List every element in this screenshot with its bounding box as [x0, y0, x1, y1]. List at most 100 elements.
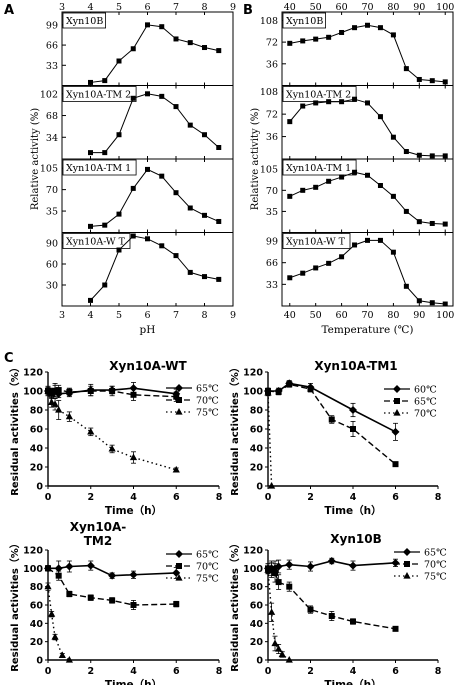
data-point — [187, 269, 193, 275]
x-tick-label: 2 — [87, 492, 94, 503]
x-tick-label: 3 — [59, 310, 65, 321]
x-tick-label-top: 3 — [59, 2, 65, 13]
series-line — [90, 93, 220, 154]
y-tick-label: 80 — [250, 582, 264, 593]
data-point — [145, 22, 150, 28]
data-point — [416, 298, 422, 304]
data-point — [173, 253, 179, 259]
legend-label: 75℃ — [424, 572, 447, 583]
series — [45, 382, 180, 402]
data-point — [403, 149, 409, 155]
data-point — [352, 169, 358, 175]
data-point — [45, 565, 51, 572]
data-point — [172, 465, 180, 473]
data-point — [403, 548, 411, 556]
x-tick-label: 40 — [284, 310, 296, 321]
y-tick-label: 40 — [30, 619, 44, 630]
y-tick-label: 60 — [46, 260, 58, 271]
data-point — [109, 388, 116, 394]
data-point — [365, 22, 370, 28]
data-point — [416, 152, 422, 158]
data-point — [350, 618, 356, 625]
y-tick-label: 105 — [260, 165, 278, 176]
series — [44, 387, 180, 473]
panel-b: B 36 72 108 Xyn10B 36 72 108 Xyn10A-TM 2 35 70 105 X… — [243, 2, 454, 336]
data-point — [416, 76, 422, 82]
data-point — [175, 550, 183, 558]
legend-label: 65℃ — [196, 384, 219, 395]
series-line — [268, 382, 396, 433]
data-point — [442, 301, 448, 307]
y-tick-label: 100 — [243, 387, 263, 398]
subplot: 35 70 105 Xyn10A-TM 1 — [40, 158, 234, 233]
data-point — [442, 221, 448, 227]
legend-label: 65℃ — [414, 397, 437, 408]
data-point — [339, 99, 345, 105]
x-tick-label: 0 — [265, 492, 272, 503]
y-tick-label: 72 — [266, 110, 278, 121]
series-line — [90, 24, 219, 83]
series — [45, 565, 180, 610]
data-point — [307, 606, 314, 613]
x-axis-label: pH — [140, 324, 156, 336]
data-point — [173, 36, 179, 42]
data-point — [102, 282, 108, 288]
x-tick-label-top: 100 — [436, 2, 454, 13]
series-line — [289, 98, 446, 157]
legend-label: 70℃ — [414, 409, 437, 420]
plot-title: TM2 — [84, 534, 112, 548]
x-tick-label-top: 40 — [284, 2, 296, 13]
data-point — [286, 583, 293, 590]
y-axis-label: Residual activities（%） — [8, 538, 21, 672]
data-point — [175, 384, 183, 392]
series — [265, 562, 399, 632]
x-axis-label: Time（h） — [105, 504, 162, 517]
legend-label: 60℃ — [414, 385, 437, 396]
data-point — [268, 608, 276, 615]
y-tick-label: 60 — [30, 601, 44, 612]
data-point — [339, 174, 345, 180]
y-tick-label: 70 — [266, 186, 278, 197]
y-tick-label: 35 — [266, 207, 278, 218]
y-tick-label: 20 — [30, 637, 44, 648]
data-point — [377, 183, 383, 189]
data-point — [129, 570, 138, 579]
data-point — [300, 38, 306, 44]
data-point — [54, 564, 63, 573]
series-line — [267, 570, 290, 661]
x-tick-label: 4 — [87, 310, 93, 321]
data-point — [159, 243, 165, 249]
x-tick-label: 50 — [310, 310, 322, 321]
subplot-label: Xyn10B — [66, 16, 103, 27]
y-axis-label: Relative activity (%) — [250, 108, 261, 210]
data-point — [404, 561, 410, 567]
data-point — [52, 388, 59, 394]
plot-title: Xyn10A-TM1 — [314, 359, 397, 373]
x-tick-label: 2 — [307, 492, 314, 503]
y-tick-label: 120 — [243, 368, 263, 379]
data-point — [172, 568, 181, 577]
data-point — [187, 40, 193, 46]
data-point — [271, 639, 279, 647]
data-point — [44, 387, 52, 394]
x-tick-label-top: 7 — [173, 2, 179, 13]
series-line — [47, 390, 177, 471]
y-tick-label: 99 — [266, 237, 278, 248]
series — [264, 557, 400, 577]
data-point — [264, 566, 272, 573]
data-point — [391, 558, 400, 567]
x-tick-label: 6 — [173, 666, 180, 677]
plot-title: Xyn10A- — [70, 520, 127, 534]
data-point — [313, 265, 319, 271]
data-point — [278, 650, 286, 658]
x-tick-label: 7 — [173, 310, 179, 321]
subplot-label-box — [62, 233, 131, 249]
data-point — [306, 562, 315, 571]
series — [264, 566, 293, 663]
y-tick-label: 120 — [243, 546, 263, 557]
subplot-label-box — [62, 12, 106, 29]
x-tick-label-top: 70 — [361, 2, 373, 13]
x-tick-label-top: 5 — [116, 2, 122, 13]
y-tick-label: 35 — [46, 207, 58, 218]
